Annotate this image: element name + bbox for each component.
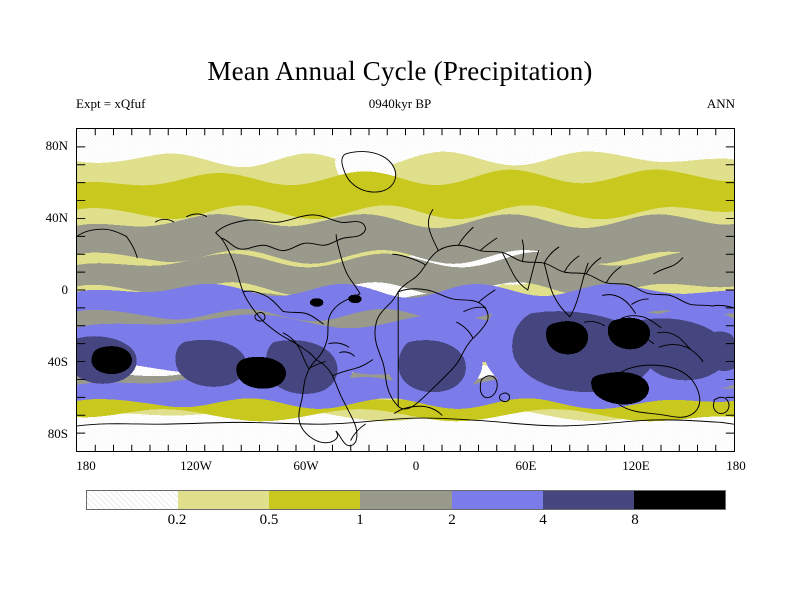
colorbar-tick-2: 1 <box>356 512 364 528</box>
x-tick-180e: 180 <box>726 458 746 473</box>
colorbar-band-6 <box>633 491 725 509</box>
map-plot-frame <box>76 128 735 452</box>
colorbar <box>86 490 726 510</box>
colorbar-tick-1: 0.5 <box>259 512 279 528</box>
experiment-label: Expt = xQfuf <box>76 96 146 111</box>
x-tick-60E: 60E <box>515 458 537 473</box>
x-axis-labels: 180 120W 60W 0 60E 120E 180 <box>0 458 800 478</box>
left-ticks <box>77 146 86 434</box>
x-tick-60W: 60W <box>293 458 319 473</box>
y-tick-80N: 80N <box>45 138 68 153</box>
x-tick-0: 0 <box>412 458 420 473</box>
y-tick-0: 0 <box>61 282 69 297</box>
colorbar-band-5 <box>542 491 634 509</box>
colorbar-tick-4: 4 <box>539 512 547 528</box>
colorbar-band-1 <box>178 491 270 509</box>
bottom-ticks <box>94 444 717 451</box>
y-axis-labels: 80N 40N 0 40S 80S <box>0 128 800 452</box>
colorbar-tick-3: 2 <box>448 512 456 528</box>
colorbar-labels: 0.2 0.5 1 2 4 8 <box>0 512 800 536</box>
colorbar-tick-0: 0.2 <box>167 512 187 528</box>
right-ticks <box>725 146 734 434</box>
top-ticks <box>94 129 717 136</box>
colorbar-band-3 <box>360 491 452 509</box>
season-label: ANN <box>706 96 735 111</box>
map-clip <box>77 129 734 451</box>
x-tick-120W: 120W <box>180 458 212 473</box>
colorbar-band-2 <box>269 491 361 509</box>
colorbar-band-4 <box>451 491 543 509</box>
colorbar-band-0 <box>87 491 179 509</box>
y-tick-80S: 80S <box>47 426 68 441</box>
subtitle: 0940kyr BP <box>368 96 432 111</box>
x-tick-180w: 180 <box>76 458 96 473</box>
colorbar-tick-5: 8 <box>631 512 639 528</box>
precipitation-map <box>77 129 734 451</box>
page-title: Mean Annual Cycle (Precipitation) <box>207 56 593 86</box>
y-tick-40S: 40S <box>47 354 68 369</box>
y-tick-40N: 40N <box>45 210 68 225</box>
x-tick-120E: 120E <box>622 458 650 473</box>
